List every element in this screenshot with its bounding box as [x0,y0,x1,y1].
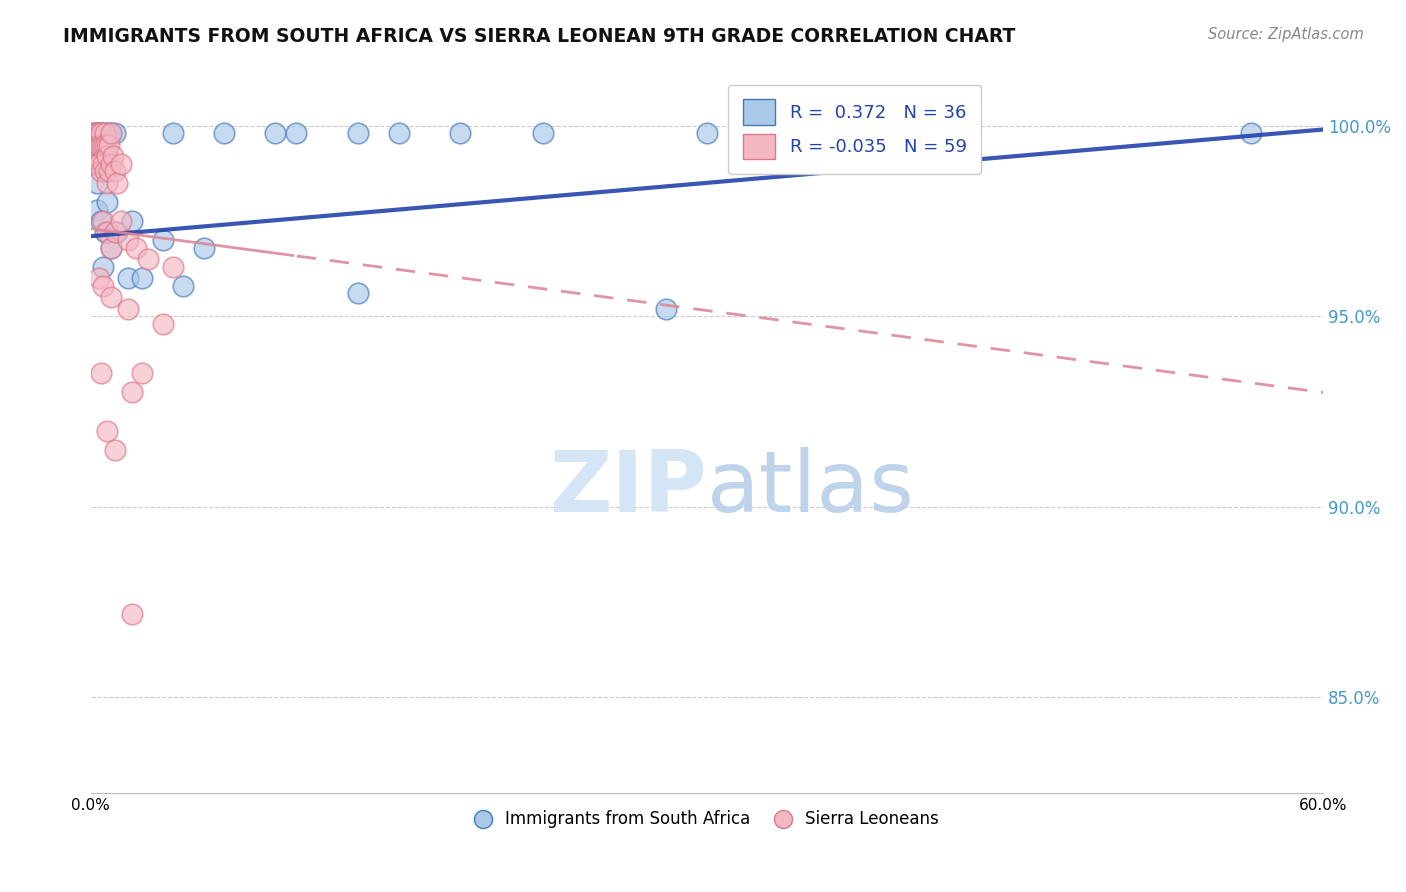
Point [117,233,139,247]
Point [94,126,117,140]
Point [104,226,127,240]
Point [86,202,108,217]
Point [1240,126,1263,140]
Text: ZIP: ZIP [550,447,707,530]
Point [131,271,153,285]
Point [82,126,104,140]
Point [83,126,105,140]
Point [264,126,287,140]
Point [105,226,128,240]
Point [100,157,122,171]
Point [100,126,122,140]
Point [82,137,104,152]
Point [98,137,121,152]
Point [87,126,110,140]
Point [110,214,132,228]
Point [110,157,132,171]
Point [100,290,122,304]
Point [91,260,114,274]
Text: IMMIGRANTS FROM SOUTH AFRICA VS SIERRA LEONEAN 9TH GRADE CORRELATION CHART: IMMIGRANTS FROM SOUTH AFRICA VS SIERRA L… [63,27,1015,45]
Point [91,157,114,171]
Point [162,126,184,140]
Point [90,214,112,228]
Point [90,137,112,152]
Point [90,126,112,140]
Point [100,241,122,255]
Point [94,226,117,240]
Point [152,233,174,247]
Point [90,164,112,178]
Point [346,126,368,140]
Point [98,164,121,178]
Point [96,194,118,209]
Point [86,176,108,190]
Point [87,157,110,171]
Point [90,367,112,381]
Point [103,149,125,163]
Point [94,164,117,178]
Point [162,260,184,274]
Point [449,126,471,140]
Point [531,126,554,140]
Point [86,157,108,171]
Point [104,126,127,140]
Point [100,126,122,140]
Text: atlas: atlas [707,447,915,530]
Point [96,424,118,438]
Point [87,137,110,152]
Point [655,301,678,316]
Point [96,226,118,240]
Point [91,126,114,140]
Point [94,126,117,140]
Point [100,241,122,255]
Point [388,126,411,140]
Point [105,176,128,190]
Text: Source: ZipAtlas.com: Source: ZipAtlas.com [1208,27,1364,42]
Point [83,137,105,152]
Point [87,126,110,140]
Point [121,607,143,621]
Point [82,126,104,140]
Point [172,278,194,293]
Point [91,278,114,293]
Point [87,126,110,140]
Point [86,126,108,140]
Point [131,367,153,381]
Point [86,137,108,152]
Point [83,149,105,163]
Point [91,214,114,228]
Point [152,317,174,331]
Point [96,137,118,152]
Legend: Immigrants from South Africa, Sierra Leoneans: Immigrants from South Africa, Sierra Leo… [468,804,946,835]
Point [104,442,127,457]
Point [91,137,114,152]
Point [117,271,139,285]
Point [346,286,368,301]
Point [136,252,159,266]
Point [121,214,143,228]
Point [696,126,718,140]
Point [86,126,108,140]
Point [90,126,112,140]
Point [212,126,235,140]
Point [125,241,148,255]
Point [98,126,121,140]
Point [94,137,117,152]
Point [117,301,139,316]
Point [96,176,118,190]
Point [96,149,118,163]
Point [121,385,143,400]
Point [87,271,110,285]
Point [104,164,127,178]
Point [193,241,215,255]
Point [285,126,308,140]
